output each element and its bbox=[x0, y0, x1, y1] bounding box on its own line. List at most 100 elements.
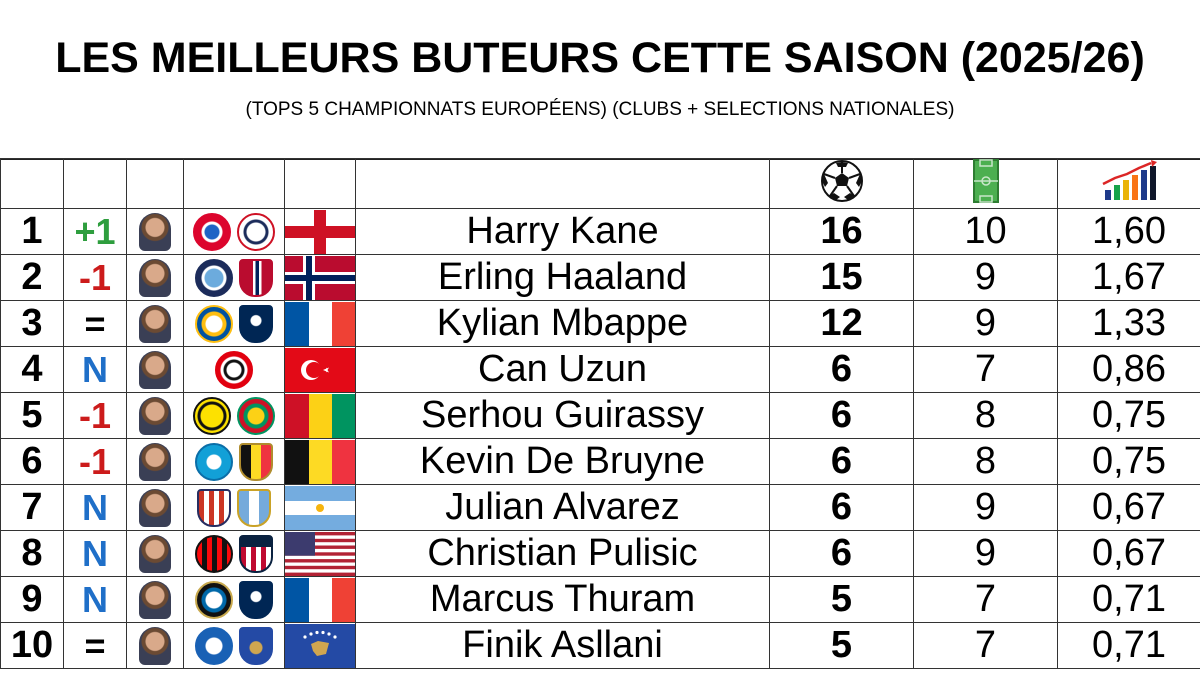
movement-cell: N bbox=[63, 576, 127, 623]
ratio-cell: 0,71 bbox=[1057, 622, 1200, 669]
table-row: 4 N Can Uzun 6 7 0,86 bbox=[0, 346, 1200, 393]
table-row: 9 N Marcus Thuram 5 7 0,71 bbox=[0, 576, 1200, 623]
player-photo-cell bbox=[126, 622, 184, 669]
rank-cell: 2 bbox=[0, 254, 64, 301]
goals-cell: 6 bbox=[769, 346, 914, 393]
rank-cell: 3 bbox=[0, 300, 64, 347]
flag-cell bbox=[284, 346, 356, 393]
matches-cell: 9 bbox=[913, 300, 1058, 347]
player-photo-cell bbox=[126, 254, 184, 301]
matches-cell: 7 bbox=[913, 576, 1058, 623]
header-cell-matches bbox=[913, 158, 1058, 209]
table-row: 8 N Christian Pulisic 6 9 0,67 bbox=[0, 530, 1200, 577]
header-row bbox=[0, 158, 1200, 209]
flag-cell bbox=[284, 530, 356, 577]
ratio-cell: 0,75 bbox=[1057, 392, 1200, 439]
england-crest-icon bbox=[237, 212, 275, 251]
avatar bbox=[139, 488, 171, 527]
rank-cell: 1 bbox=[0, 208, 64, 255]
header-cell-rank bbox=[0, 158, 64, 209]
belgium-crest-icon bbox=[239, 442, 273, 481]
rank-cell: 6 bbox=[0, 438, 64, 485]
movement-cell: = bbox=[63, 300, 127, 347]
club-logos-cell bbox=[183, 392, 285, 439]
header: LES MEILLEURS BUTEURS CETTE SAISON (2025… bbox=[0, 0, 1200, 160]
usa-crest-icon bbox=[239, 534, 273, 573]
movement-cell: = bbox=[63, 622, 127, 669]
player-photo-cell bbox=[126, 346, 184, 393]
header-cell-move bbox=[63, 158, 127, 209]
matches-cell: 7 bbox=[913, 622, 1058, 669]
rank-cell: 4 bbox=[0, 346, 64, 393]
matches-cell: 10 bbox=[913, 208, 1058, 255]
bayern-munich-logo-icon bbox=[193, 212, 231, 251]
france-crest-icon bbox=[239, 304, 273, 343]
flag-cell bbox=[284, 484, 356, 531]
ratio-cell: 1,33 bbox=[1057, 300, 1200, 347]
usa-flag-icon bbox=[285, 531, 355, 576]
avatar bbox=[139, 442, 171, 481]
ratio-cell: 1,67 bbox=[1057, 254, 1200, 301]
napoli-logo-icon bbox=[195, 442, 233, 481]
movement-cell: -1 bbox=[63, 392, 127, 439]
player-photo-cell bbox=[126, 438, 184, 485]
table-row: 3 = Kylian Mbappe 12 9 1,33 bbox=[0, 300, 1200, 347]
matches-cell: 8 bbox=[913, 392, 1058, 439]
player-photo-cell bbox=[126, 484, 184, 531]
turkey-flag-icon bbox=[285, 347, 355, 392]
goals-cell: 5 bbox=[769, 622, 914, 669]
france-crest-icon bbox=[239, 580, 273, 619]
goals-cell: 6 bbox=[769, 530, 914, 577]
guinea-flag-icon bbox=[285, 393, 355, 438]
goals-cell: 12 bbox=[769, 300, 914, 347]
club-logos-cell bbox=[183, 622, 285, 669]
movement-cell: +1 bbox=[63, 208, 127, 255]
avatar bbox=[139, 304, 171, 343]
player-photo-cell bbox=[126, 576, 184, 623]
ratio-cell: 0,75 bbox=[1057, 438, 1200, 485]
table-row: 2 -1 Erling Haaland 15 9 1,67 bbox=[0, 254, 1200, 301]
norway-flag-icon bbox=[285, 255, 355, 300]
movement-cell: N bbox=[63, 484, 127, 531]
flag-cell bbox=[284, 392, 356, 439]
club-logos-cell bbox=[183, 254, 285, 301]
matches-cell: 9 bbox=[913, 530, 1058, 577]
kosovo-crest-icon bbox=[239, 626, 273, 665]
flag-cell bbox=[284, 438, 356, 485]
hoffenheim-logo-icon bbox=[195, 626, 233, 665]
rank-cell: 9 bbox=[0, 576, 64, 623]
rank-cell: 8 bbox=[0, 530, 64, 577]
header-cell-clubs bbox=[183, 158, 285, 209]
flag-cell bbox=[284, 254, 356, 301]
header-cell-name bbox=[355, 158, 770, 209]
pitch-icon bbox=[972, 159, 999, 203]
ratio-cell: 0,71 bbox=[1057, 576, 1200, 623]
flag-cell bbox=[284, 622, 356, 669]
table-row: 6 -1 Kevin De Bruyne 6 8 0,75 bbox=[0, 438, 1200, 485]
movement-cell: -1 bbox=[63, 438, 127, 485]
belgium-flag-icon bbox=[285, 439, 355, 484]
table-row: 5 -1 Serhou Guirassy 6 8 0,75 bbox=[0, 392, 1200, 439]
page-title: LES MEILLEURS BUTEURS CETTE SAISON (2025… bbox=[55, 34, 1145, 82]
table-row: 1 +1 Harry Kane 16 10 1,60 bbox=[0, 208, 1200, 255]
ratio-cell: 0,67 bbox=[1057, 530, 1200, 577]
inter-milan-logo-icon bbox=[195, 580, 233, 619]
france-flag-icon bbox=[285, 577, 355, 622]
manchester-city-logo-icon bbox=[195, 258, 233, 297]
movement-cell: -1 bbox=[63, 254, 127, 301]
player-name: Christian Pulisic bbox=[355, 530, 770, 577]
scorers-table: 1 +1 Harry Kane 16 10 1,60 2 -1 Erling H… bbox=[0, 158, 1200, 669]
kosovo-flag-icon bbox=[285, 623, 355, 668]
guinea-crest-icon bbox=[237, 396, 275, 435]
rank-cell: 7 bbox=[0, 484, 64, 531]
flag-cell bbox=[284, 300, 356, 347]
player-name: Finik Asllani bbox=[355, 622, 770, 669]
argentina-flag-icon bbox=[285, 485, 355, 530]
goals-cell: 6 bbox=[769, 484, 914, 531]
avatar bbox=[139, 534, 171, 573]
norway-crest-icon bbox=[239, 258, 273, 297]
player-name: Julian Alvarez bbox=[355, 484, 770, 531]
rank-cell: 5 bbox=[0, 392, 64, 439]
avatar bbox=[139, 580, 171, 619]
